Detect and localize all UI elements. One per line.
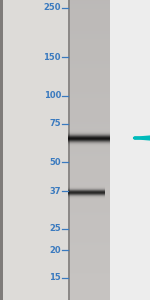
Text: 250: 250 — [44, 4, 61, 13]
Text: 50: 50 — [49, 158, 61, 167]
Text: 25: 25 — [49, 224, 61, 233]
Text: 20: 20 — [49, 246, 61, 255]
Text: 75: 75 — [49, 119, 61, 128]
Text: 150: 150 — [44, 52, 61, 62]
Text: 15: 15 — [49, 274, 61, 283]
Text: 100: 100 — [44, 92, 61, 100]
Text: 37: 37 — [50, 187, 61, 196]
